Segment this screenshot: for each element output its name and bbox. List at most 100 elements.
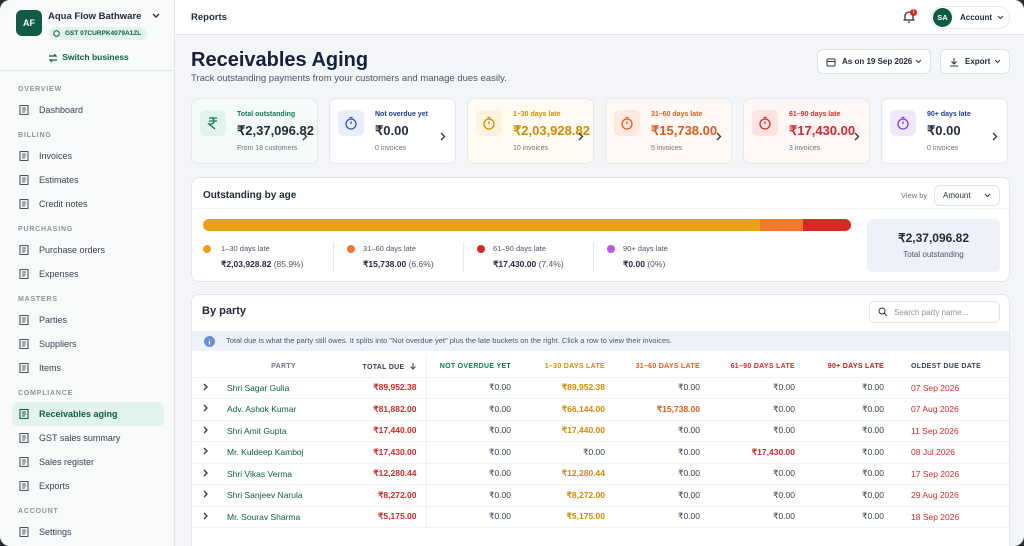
topbar: Reports 1 SA Account: [175, 0, 1024, 35]
nav-label: Expenses: [39, 269, 79, 279]
nav-section-title: ACCOUNT: [18, 508, 59, 515]
header-cell: [192, 356, 221, 378]
icon: [19, 362, 29, 374]
nav-label: Dashboard: [39, 105, 84, 115]
table-cell: ₹0.00: [614, 484, 709, 507]
legend-percent: (85.9%): [273, 259, 304, 269]
expand-cell: [192, 463, 221, 485]
nav-item[interactable]: Suppliers: [12, 332, 164, 356]
chevron: [203, 469, 208, 477]
party-row[interactable]: Adv. Ashok Kumar ₹81,882.00 ₹0.00 ₹66,144.0…: [192, 398, 1009, 421]
chevron-shape: [203, 447, 208, 455]
nav-item[interactable]: Invoices: [12, 144, 164, 168]
card-label: Total outstanding: [237, 111, 296, 118]
table-cell: ₹5,175.00: [346, 506, 426, 528]
nav-item[interactable]: Credit notes: [12, 192, 164, 216]
nav-item[interactable]: Receivables aging: [12, 402, 164, 426]
summary-card[interactable]: Not overdue yet ₹0.00 0 invoices: [329, 98, 456, 164]
party-row[interactable]: Shri Sagar Gulia ₹89,952.38 ₹0.00 ₹89,952.3…: [192, 377, 1009, 399]
nav-item[interactable]: Exports: [12, 474, 164, 498]
table-cell: Shri Vikas Verma: [221, 463, 346, 485]
summary-card[interactable]: 90+ days late ₹0.00 0 invoices: [881, 98, 1008, 164]
table-cell: ₹0.00: [425, 506, 520, 528]
nav-label: Estimates: [39, 175, 79, 185]
table-cell: Shri Sagar Gulia: [221, 377, 346, 399]
nav-item[interactable]: GST sales summary: [12, 426, 164, 450]
column-label: OLDEST DUE DATE: [911, 362, 982, 370]
party-row[interactable]: Mr. Kuldeep Kamboj ₹17,430.00 ₹0.00 ₹0.00 ₹0…: [192, 441, 1009, 464]
table-cell: 29 Aug 2026: [893, 484, 1009, 507]
legend-item: 61–90 days late ₹17,430.00 (7.4%): [463, 242, 593, 272]
summary-card[interactable]: Total outstanding ₹2,37,096.82 From 18 cus…: [191, 98, 318, 164]
nav-item[interactable]: Expenses: [12, 262, 164, 286]
view-select-value: Amount: [943, 191, 971, 200]
chevron: [203, 426, 208, 434]
nav-label: GST sales summary: [39, 433, 121, 443]
date-button[interactable]: As on 19 Sep 2026: [817, 49, 931, 74]
account-menu[interactable]: [931, 6, 1010, 29]
nav-item[interactable]: Purchase orders: [12, 238, 164, 262]
icon: [19, 104, 29, 116]
card-icon: [890, 110, 916, 136]
summary-card[interactable]: 31–60 days late ₹15,738.00 5 invoices: [605, 98, 732, 164]
search-icon: [878, 307, 888, 317]
nav-item[interactable]: Settings: [12, 520, 164, 544]
table-cell: Shri Amit Gupta: [221, 420, 346, 442]
table-cell: ₹0.00: [709, 420, 804, 442]
icon-shape: [19, 198, 29, 210]
card-amount: ₹17,430.00: [789, 123, 856, 138]
table-cell: ₹0.00: [804, 463, 893, 485]
chevron-shape: [440, 132, 446, 141]
table-cell: 11 Sep 2026: [893, 420, 1009, 442]
nav-label: Sales register: [39, 457, 95, 467]
nav-item[interactable]: Estimates: [12, 168, 164, 192]
chevron: [203, 447, 208, 455]
chevron: [915, 59, 922, 64]
sidebar: AF Aqua Flow Bathware GST 07CURPK4079A1Z…: [0, 0, 175, 546]
legend-label: 31–60 days late: [363, 244, 416, 253]
icon-shape: [19, 480, 29, 492]
party-row[interactable]: Mr. Sourav Sharma ₹5,175.00 ₹0.00 ₹5,175.00…: [192, 506, 1009, 528]
table-cell: ₹12,280.44: [520, 463, 614, 485]
table-cell: ₹17,430.00: [709, 441, 804, 464]
chevron-shape: [203, 383, 208, 391]
total-amount: ₹2,37,096.82: [897, 231, 970, 245]
column-header[interactable]: TOTAL DUE: [346, 356, 426, 378]
card-sub: 0 invoices: [927, 145, 959, 152]
table-cell: ₹8,272.00: [346, 484, 426, 507]
total-box: ₹2,37,096.82 Total outstanding: [867, 219, 1000, 272]
chevron-shape: [203, 512, 208, 520]
party-row[interactable]: Shri Sanjeev Narula ₹8,272.00 ₹0.00 ₹8,272.…: [192, 484, 1009, 507]
legend-amount: ₹2,03,928.82: [221, 259, 272, 269]
table-cell: ₹17,430.00: [346, 441, 426, 464]
table-cell: ₹0.00: [804, 506, 893, 528]
nav-item[interactable]: Dashboard: [12, 98, 164, 122]
switch-business[interactable]: Switch business: [0, 52, 175, 62]
expand-cell: [192, 398, 221, 421]
card-amount: ₹15,738.00: [651, 123, 718, 138]
party-row[interactable]: Shri Amit Gupta ₹17,440.00 ₹0.00 ₹17,440.00…: [192, 420, 1009, 442]
divider: [0, 70, 175, 71]
nav-item[interactable]: Sales register: [12, 450, 164, 474]
icon: [759, 116, 771, 130]
chevron[interactable]: [152, 13, 160, 19]
icon: [19, 480, 29, 492]
legend-percent: (0%): [647, 259, 666, 269]
summary-card[interactable]: 61–90 days late ₹17,430.00 3 invoices: [743, 98, 870, 164]
view-select[interactable]: Amount: [934, 185, 1000, 206]
party-row[interactable]: Shri Vikas Verma ₹12,280.44 ₹0.00 ₹12,280.4…: [192, 463, 1009, 485]
export-button[interactable]: Export: [940, 49, 1010, 74]
business-name[interactable]: Aqua Flow Bathware: [48, 11, 142, 22]
nav-label: Invoices: [39, 151, 73, 161]
legend-dot: [203, 245, 211, 253]
summary-card[interactable]: 1–30 days late ₹2,03,928.82 10 invoices: [467, 98, 594, 164]
chevron-shape: [203, 426, 208, 434]
column-header: 61–90 DAYS LATE: [709, 356, 804, 378]
icon-shape: [19, 104, 29, 116]
chevron-shape: [203, 404, 208, 412]
nav-item[interactable]: Items: [12, 356, 164, 380]
search-input[interactable]: Search party name...: [869, 301, 1000, 323]
chevron-shape: [203, 490, 208, 498]
chevron: [716, 132, 722, 141]
nav-item[interactable]: Parties: [12, 308, 164, 332]
